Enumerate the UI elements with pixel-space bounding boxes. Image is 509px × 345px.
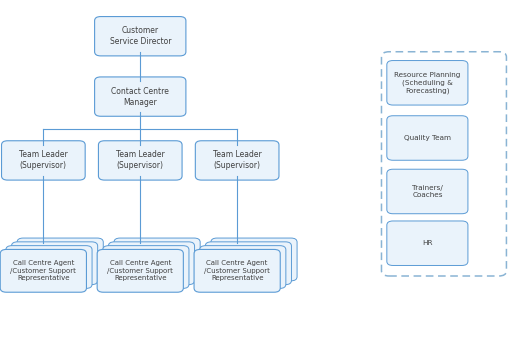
FancyBboxPatch shape [2,141,85,180]
Text: Team Leader
(Supervisor): Team Leader (Supervisor) [116,150,164,170]
Text: Trainers/
Coaches: Trainers/ Coaches [411,185,442,198]
FancyBboxPatch shape [194,249,280,292]
Text: Contact Centre
Manager: Contact Centre Manager [111,87,169,107]
Text: Resource Planning
(Scheduling &
Forecasting): Resource Planning (Scheduling & Forecast… [393,72,460,94]
Text: Team Leader
(Supervisor): Team Leader (Supervisor) [19,150,68,170]
FancyBboxPatch shape [103,246,189,288]
FancyBboxPatch shape [386,169,467,214]
FancyBboxPatch shape [97,249,183,292]
Text: Call Centre Agent
/Customer Support
Representative: Call Centre Agent /Customer Support Repr… [10,260,76,281]
FancyBboxPatch shape [1,249,86,292]
Text: Customer
Service Director: Customer Service Director [109,26,171,46]
FancyBboxPatch shape [386,61,467,105]
FancyBboxPatch shape [205,242,291,285]
FancyBboxPatch shape [12,242,98,285]
Text: Call Centre Agent
/Customer Support
Representative: Call Centre Agent /Customer Support Repr… [204,260,270,281]
FancyBboxPatch shape [386,221,467,266]
Text: Call Centre Agent
/Customer Support
Representative: Call Centre Agent /Customer Support Repr… [107,260,173,281]
FancyBboxPatch shape [386,116,467,160]
FancyBboxPatch shape [6,246,92,288]
Text: Quality Team: Quality Team [403,135,450,141]
FancyBboxPatch shape [195,141,278,180]
FancyBboxPatch shape [17,238,103,281]
FancyBboxPatch shape [114,238,200,281]
Text: HR: HR [421,240,432,246]
FancyBboxPatch shape [95,77,186,116]
FancyBboxPatch shape [95,17,186,56]
FancyBboxPatch shape [98,141,182,180]
FancyBboxPatch shape [108,242,194,285]
FancyBboxPatch shape [200,246,285,288]
FancyBboxPatch shape [211,238,297,281]
Text: Team Leader
(Supervisor): Team Leader (Supervisor) [212,150,261,170]
